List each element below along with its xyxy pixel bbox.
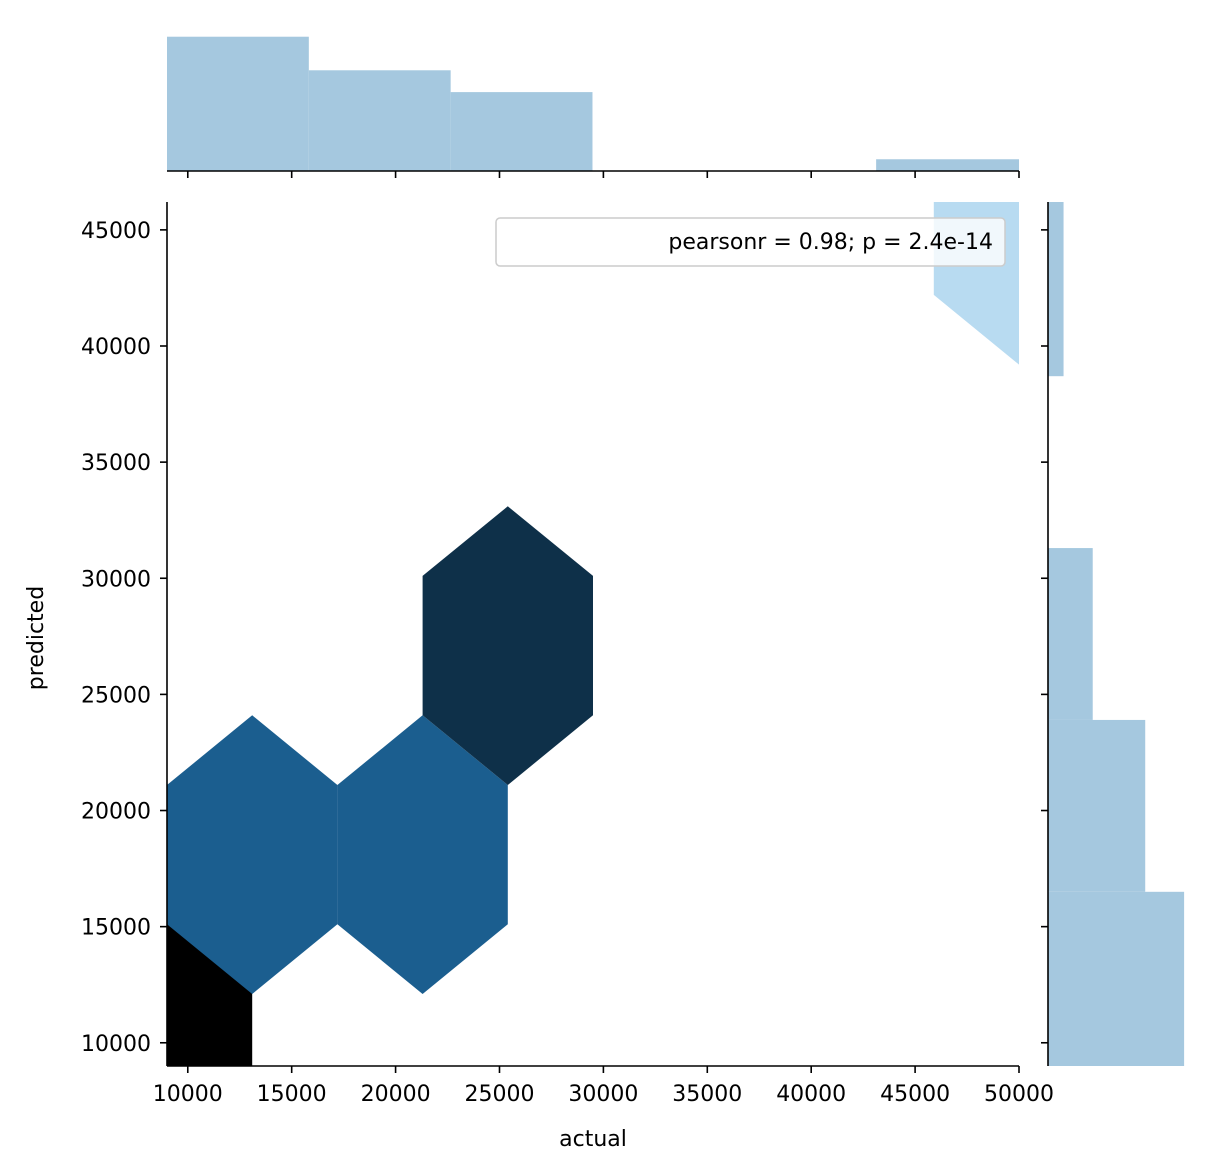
right-hist-bar-1 [1048,891,1185,1066]
x-tick-label: 35000 [672,1082,742,1107]
hexbin-cell-4 [422,506,593,785]
y-tick-label: 35000 [81,451,151,476]
legend-box [495,217,1006,267]
main-axes: 10000 15000 20000 25000 30000 35000 40000 45000… [81,202,1054,1107]
y-tick-label: 10000 [81,1032,151,1057]
right-hist-bar-4 [1048,202,1064,377]
hexbin-cell-2 [167,715,338,994]
y-tick-label: 25000 [81,683,151,708]
x-tick-label: 30000 [568,1082,638,1107]
top-hist-bar-3 [450,92,593,171]
y-tick-label: 15000 [81,916,151,941]
x-tick-label: 15000 [257,1082,327,1107]
x-tick-label: 45000 [880,1082,950,1107]
top-hist-bar-1 [167,36,309,171]
y-tick-label: 40000 [81,335,151,360]
top-marginal-histogram [167,36,1020,178]
legend-annotation: pearsonr = 0.98; p = 2.4e-14 [668,230,993,255]
y-tick-label: 30000 [81,567,151,592]
right-hist-bar-2 [1048,719,1146,892]
x-tick-label: 25000 [464,1082,534,1107]
right-hist-bar-3 [1048,548,1093,720]
right-marginal-histogram [1041,202,1185,1066]
y-tick-label: 20000 [81,800,151,825]
legend: pearsonr = 0.98; p = 2.4e-14 [495,217,1006,267]
x-axis-label: actual [559,1127,627,1152]
x-tick-label: 10000 [153,1082,223,1107]
x-tick-label: 40000 [776,1082,846,1107]
top-hist-bar-2 [308,70,451,171]
y-tick-label: 45000 [81,219,151,244]
x-tick-label: 20000 [361,1082,431,1107]
y-axis-label: predicted [24,586,49,690]
x-tick-label: 50000 [984,1082,1054,1107]
hexbin-cell-3 [337,715,508,994]
top-hist-bar-6 [876,159,1019,171]
